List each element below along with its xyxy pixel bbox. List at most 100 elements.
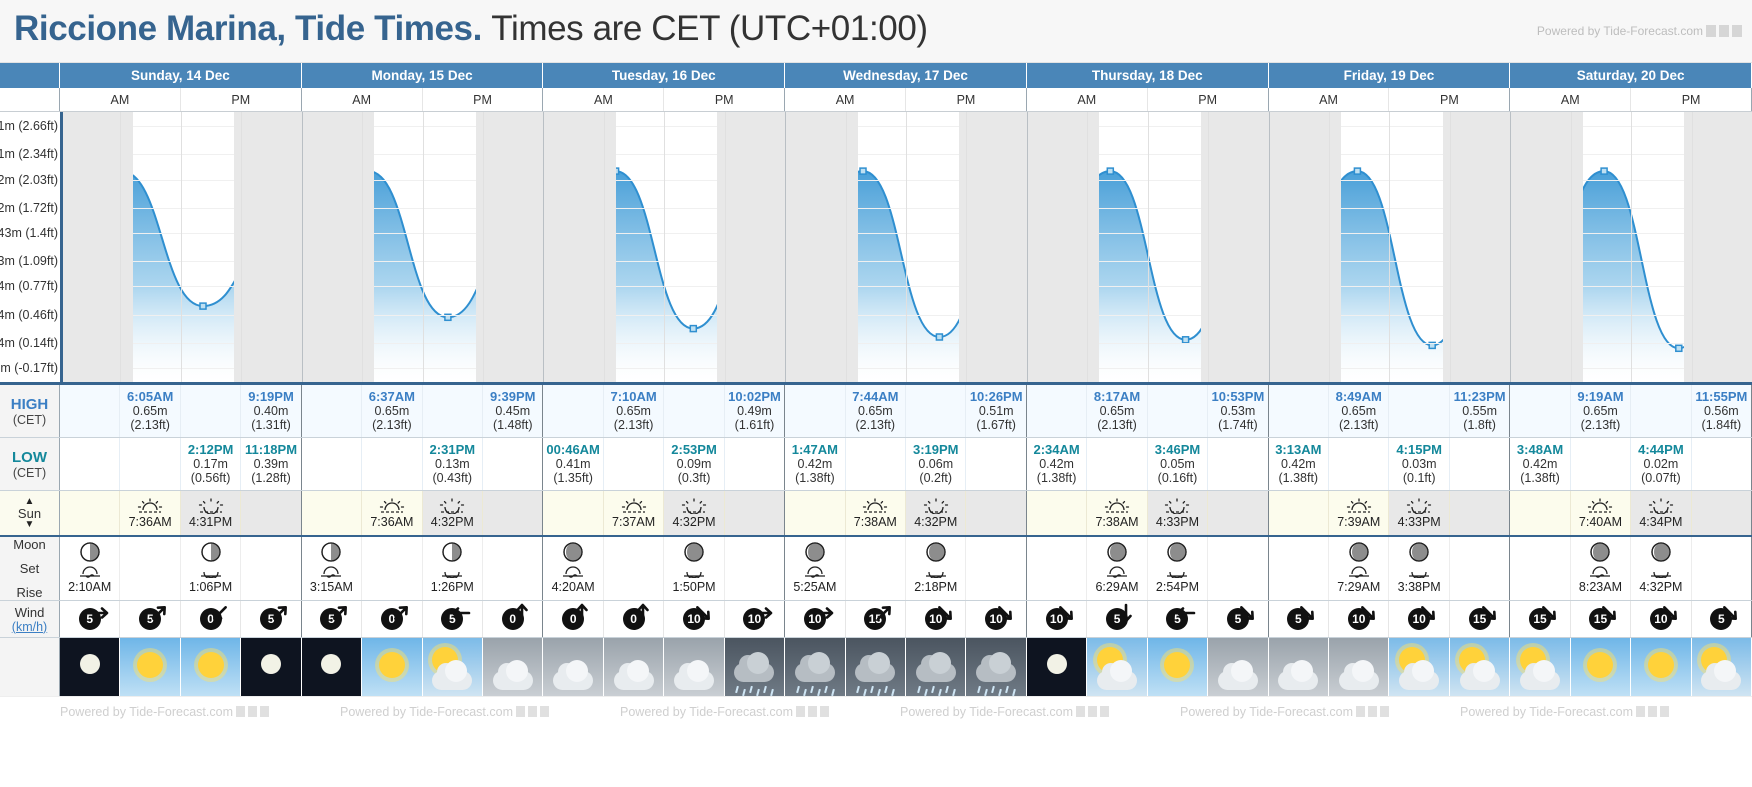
high-tide-metres: 0.65m [132, 404, 168, 419]
low-tide-time: 3:46PM [1154, 441, 1201, 457]
high-tide-feet: (1.48ft) [492, 418, 533, 433]
high-tide-day-4: 7:44AM 0.65m (2.13ft) 10:26PM 0.51m (1.67ft) [785, 385, 1027, 437]
sunrise-icon [621, 497, 646, 513]
wind-direction-arrow-icon [1239, 606, 1254, 620]
low-tide-metres: 0.42m [1039, 457, 1074, 472]
low-tide-time: 3:48AM [1516, 441, 1564, 457]
high-tide-cell [1631, 385, 1692, 437]
wind-speed-value: 5 [267, 612, 275, 626]
low-tide-cell: 3:13AM 0.42m (1.38ft) [1268, 438, 1330, 490]
moon-phase-icon [1167, 542, 1188, 562]
low-tide-feet: (0.56ft) [190, 471, 231, 486]
wind-direction-arrow-icon [152, 606, 167, 620]
moon-cells: 2:10AM 1:06PM 3:15AM 1:26PM 4:20AM 1:50PM 5:25… [60, 537, 1752, 600]
ampm-pm-day-5: PM [1148, 88, 1269, 111]
sun-cell: 4:32PM [664, 491, 725, 535]
sun-cell: 4:33PM [1389, 491, 1450, 535]
weather-icon-clear [1631, 638, 1692, 696]
wind-speed-badge: 0 [380, 606, 408, 630]
ampm-row: AM PM AM PM AM PM AM PM AM PM AM PM AM PM [0, 88, 1752, 112]
high-tide-time: 11:23PM [1453, 388, 1506, 404]
x-gridline [241, 112, 243, 382]
wind-direction-arrow-icon [754, 607, 773, 619]
sun-cell [724, 491, 786, 535]
weather-icon-night [241, 638, 302, 696]
sun-cell: 7:38AM [845, 491, 907, 535]
low-tide-metres: 0.03m [1401, 457, 1437, 472]
moon-day-3: 4:20AM 1:50PM [543, 537, 786, 600]
high-tide-metres: 0.40m [253, 404, 289, 419]
cloud-icon [855, 652, 896, 682]
cloud-icon [432, 660, 473, 690]
wind-unit-link[interactable]: (km/h) [11, 619, 48, 634]
ampm-pm-day-4: PM [906, 88, 1027, 111]
night-shading-band [1442, 112, 1511, 382]
footer-watermark-3: Powered by Tide-Forecast.com [620, 705, 829, 719]
powered-by-watermark: Powered by Tide-Forecast.com [1537, 24, 1742, 38]
x-gridline [785, 112, 787, 382]
day-title-4: Wednesday, 17 Dec [785, 63, 1027, 88]
sun-day-7: 7:40AM 4:34PM [1510, 491, 1752, 535]
wind-cell: 5 [1087, 601, 1148, 637]
low-tide-cell [1329, 438, 1390, 490]
high-tide-metres: 0.65m [1583, 404, 1618, 419]
cloud-icon [734, 652, 775, 682]
high-tide-cell: 7:44AM 0.65m (2.13ft) [845, 385, 907, 437]
wind-speed-badge: 0 [562, 603, 588, 630]
wind-speed-badge: 15 [864, 606, 892, 630]
wind-speed-value: 5 [86, 612, 94, 626]
sun-cell: 7:36AM [362, 491, 423, 535]
moon-row: Moon Set Rise 2:10AM 1:06PM 3:15AM 1:26PM 4:… [0, 537, 1752, 601]
night-shading-band [543, 112, 616, 382]
wind-cell: 5 [423, 601, 484, 637]
wind-direction-arrow-icon [814, 607, 834, 619]
rain-drops-icon [975, 685, 1017, 696]
low-tide-feet: (0.1ft) [1402, 471, 1436, 486]
wind-speed-value: 10 [929, 612, 943, 626]
moonset-icon [1348, 566, 1369, 578]
sun-cell [60, 491, 121, 535]
sunset-time: 4:31PM [189, 514, 233, 529]
high-tide-cell: 6:37AM 0.65m (2.13ft) [362, 385, 423, 437]
sun-cell: 7:39AM [1329, 491, 1390, 535]
watermark-box-icon [1088, 706, 1097, 717]
low-tide-feet: (1.38ft) [1036, 471, 1077, 486]
weather-icon-rain [966, 638, 1027, 696]
day-header-row: Sunday, 14 Dec Monday, 15 Dec Tuesday, 16 … [0, 63, 1752, 88]
low-tide-time: 4:15PM [1396, 441, 1442, 457]
wind-speed-badge: 5 [1710, 606, 1738, 630]
y-axis-tick-0: 0.81m (2.66ft) [0, 119, 58, 134]
wind-cell: 5 [1148, 601, 1209, 637]
wind-speed-value: 10 [747, 612, 762, 626]
sun-icon [1587, 651, 1614, 678]
wind-cell: 10 [664, 601, 725, 637]
low-tide-label-text: LOW [12, 448, 47, 466]
low-tide-day-4: 1:47AM 0.42m (1.38ft) 3:19PM 0.06m (0.2ft) [785, 438, 1027, 490]
low-tide-cell [1691, 438, 1752, 490]
weather-icon-pcloud [422, 638, 484, 696]
low-tide-cell: 3:19PM 0.06m (0.2ft) [906, 438, 967, 490]
moonset-icon [321, 566, 342, 578]
moonrise-icon [1167, 571, 1188, 578]
sun-day-5: 7:38AM 4:33PM [1026, 491, 1269, 535]
high-tide-cell: 11:55PM 0.56m (1.84ft) [1691, 385, 1752, 437]
sunrise-time: 7:40AM [1578, 514, 1623, 529]
wind-direction-arrow-icon [273, 606, 287, 620]
sun-up-arrow-icon: ▲ [24, 496, 35, 508]
wind-day-2: 5 0 5 0 [302, 601, 544, 637]
wind-speed-value: 10 [1654, 612, 1668, 626]
wind-speed-badge: 10 [924, 606, 952, 630]
low-tide-time: 2:31PM [429, 441, 476, 457]
high-tide-day-1: 6:05AM 0.65m (2.13ft) 9:19PM 0.40m (1.31ft) [60, 385, 302, 437]
low-tide-time: 2:34AM [1033, 441, 1080, 457]
day-title-2: Monday, 15 Dec [301, 63, 544, 88]
weather-icon-cloud [543, 638, 604, 696]
wind-direction-arrow-icon [515, 603, 528, 623]
wind-cell: 5 [302, 601, 363, 637]
weather-day-3 [543, 638, 786, 696]
sunset-time: 4:34PM [1639, 514, 1683, 529]
low-tide-cell: 00:46AM 0.41m (1.35ft) [543, 438, 604, 490]
weather-icon-rain [845, 638, 907, 696]
wind-day-7: 15 15 10 5 [1510, 601, 1752, 637]
wind-speed-badge: 5 [1287, 606, 1315, 630]
